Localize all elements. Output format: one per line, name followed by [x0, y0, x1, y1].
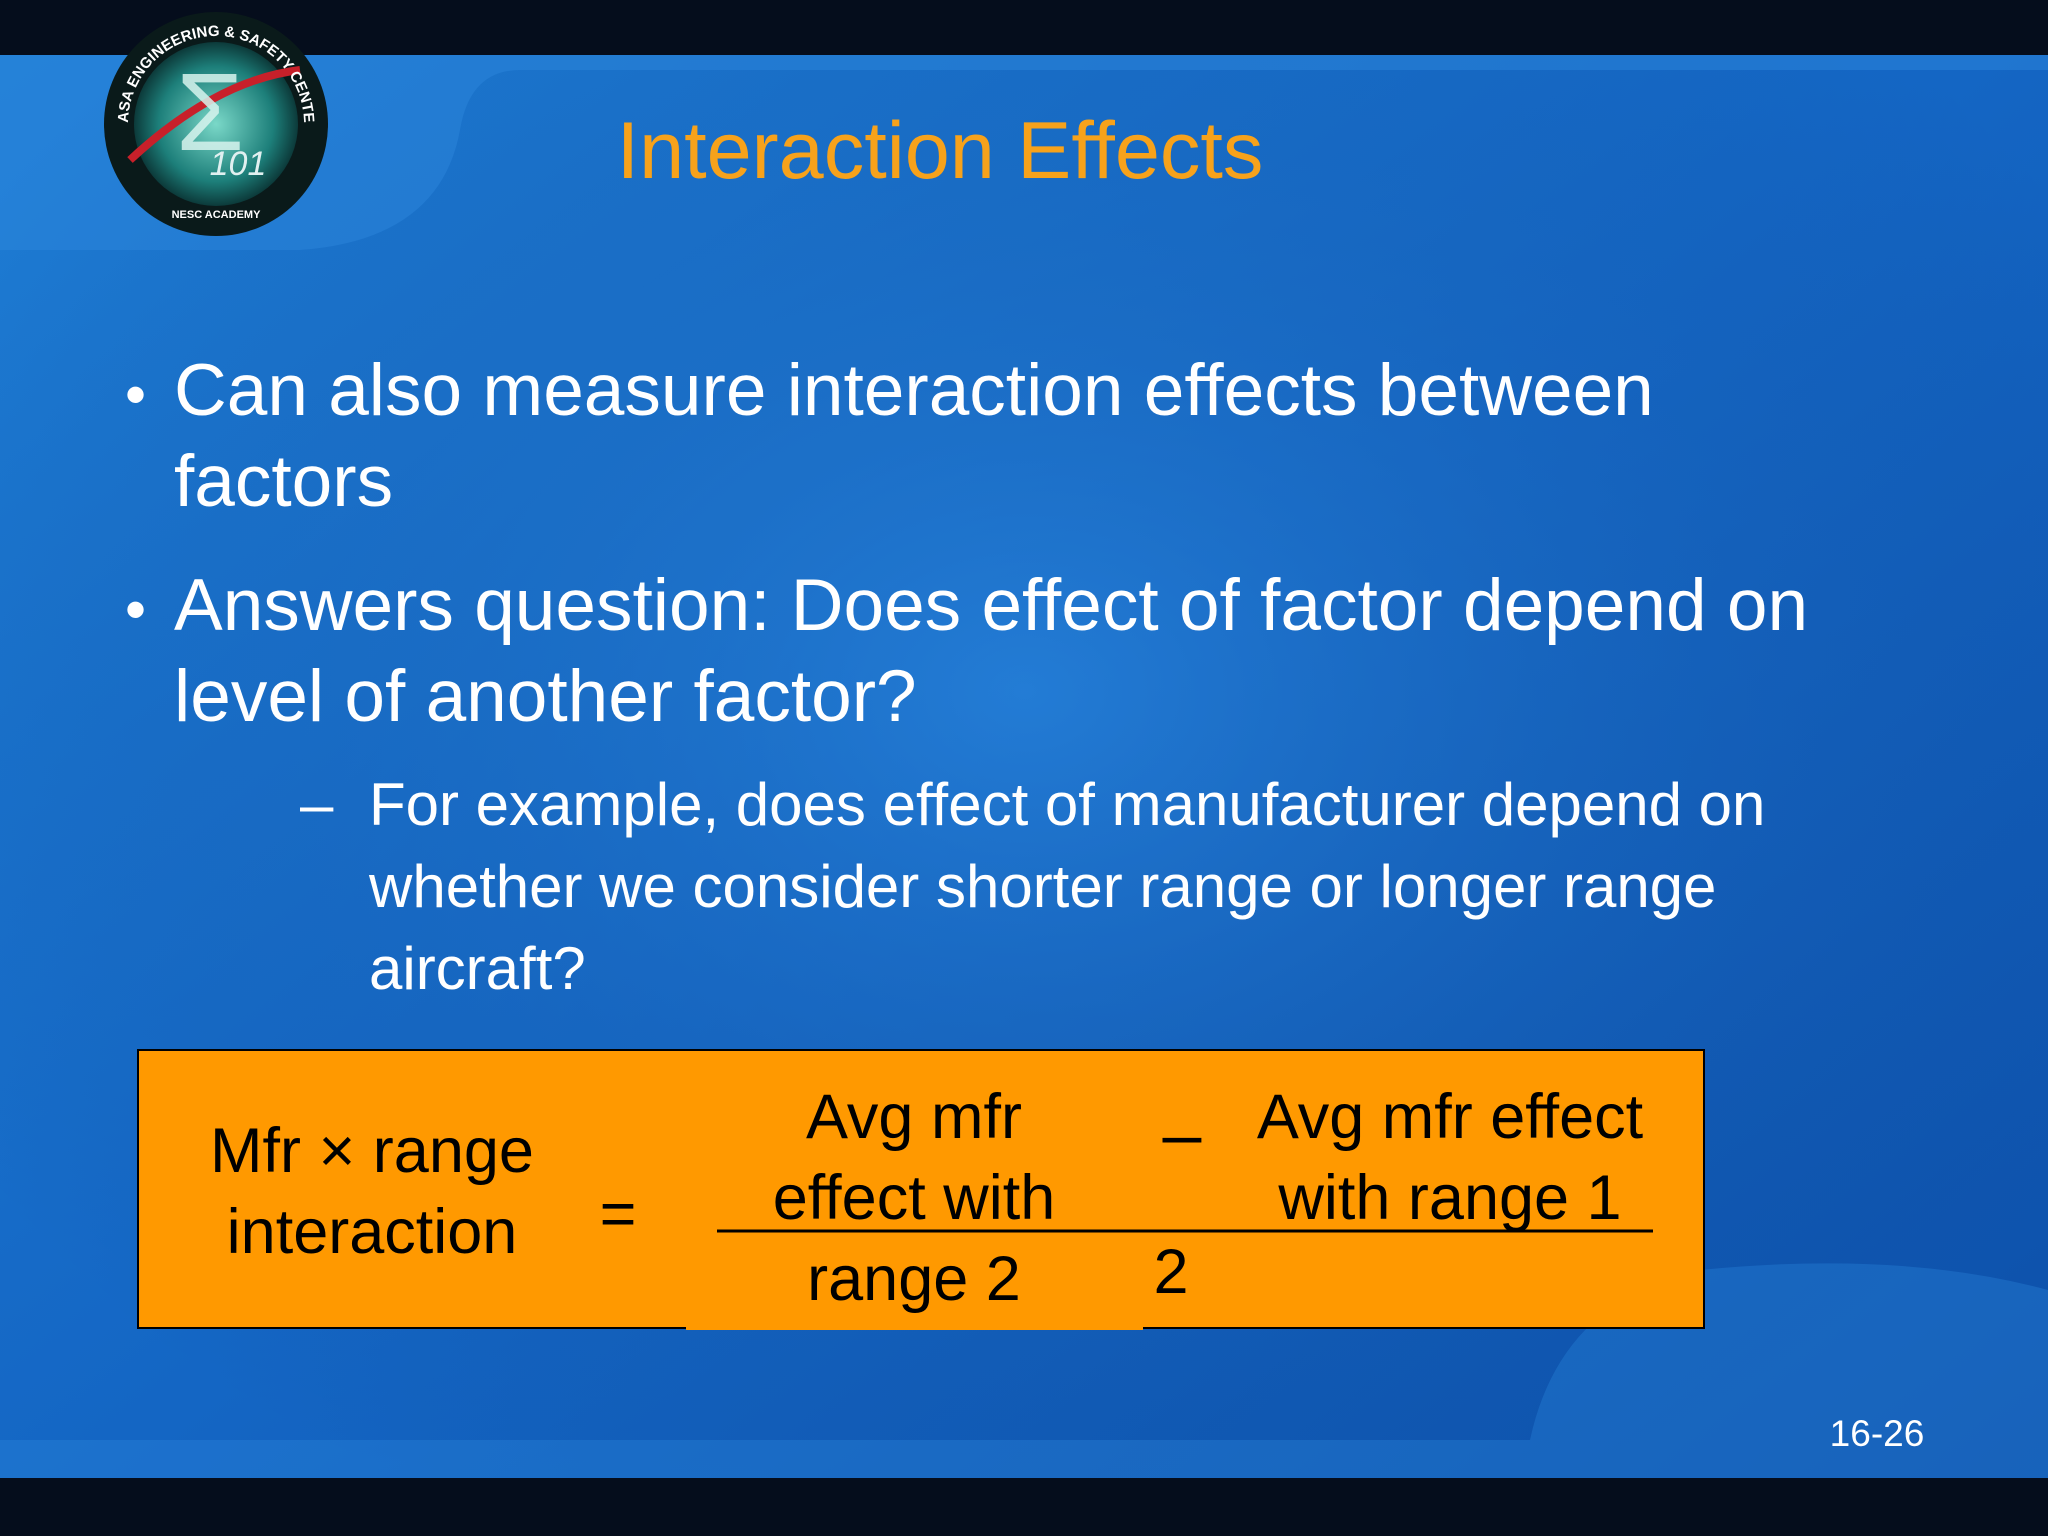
footer-swoosh	[0, 1263, 2048, 1478]
bullet-list: • Can also measure interaction effects be…	[125, 350, 1808, 1002]
page-number: 16-26	[1830, 1413, 1925, 1454]
slide-title: Interaction Effects	[617, 106, 1264, 196]
sub-bullet-text: aircraft?	[369, 935, 586, 1002]
formula-tab	[686, 1320, 1143, 1330]
bottom-bar	[0, 1478, 2048, 1536]
logo-sub-text: NESC ACADEMY	[172, 209, 261, 221]
bullet-text: Can also measure interaction effects bet…	[174, 350, 1654, 431]
formula-box: Mfr × range interaction = Avg mfr effect wit…	[137, 1049, 1705, 1330]
sub-bullet-marker: –	[300, 771, 334, 838]
logo-sigma: Σ	[176, 51, 244, 174]
bullet-marker: •	[125, 361, 146, 428]
bullet-marker: •	[125, 576, 146, 643]
formula-minus: –	[1163, 1095, 1202, 1173]
formula-term-a: range 2	[807, 1244, 1021, 1314]
formula-term-a: Avg mfr	[806, 1082, 1022, 1152]
formula-term-b: with range 1	[1277, 1163, 1621, 1233]
formula-term-a: effect with	[773, 1163, 1056, 1233]
top-bar	[0, 0, 2048, 55]
bullet-text: factors	[174, 441, 393, 522]
formula-background	[137, 1049, 1705, 1329]
formula-equals: =	[600, 1179, 637, 1249]
formula-term-b: Avg mfr effect	[1257, 1082, 1644, 1152]
formula-left: Mfr × range	[210, 1116, 534, 1186]
formula-left: interaction	[227, 1197, 518, 1267]
logo-number: 101	[210, 145, 267, 183]
bullet-text: level of another factor?	[174, 656, 917, 737]
bullet-text: Answers question: Does effect of factor …	[174, 565, 1808, 646]
formula-denominator: 2	[1153, 1237, 1188, 1307]
sub-bullet-text: whether we consider shorter range or lon…	[368, 853, 1716, 920]
logo-swoosh	[127, 66, 301, 163]
sub-bullet-text: For example, does effect of manufacturer…	[369, 771, 1765, 838]
